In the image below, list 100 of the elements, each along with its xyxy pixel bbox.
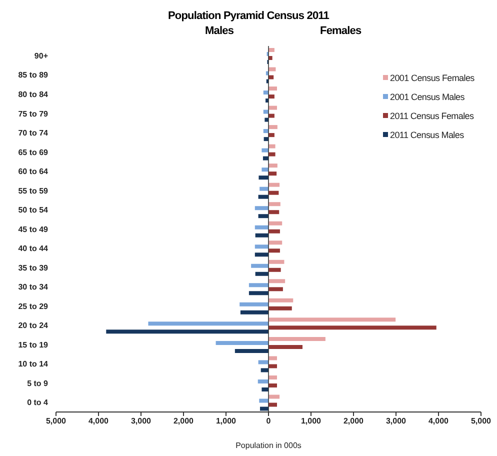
y-tick-label: 45 to 49	[18, 224, 49, 234]
bar	[268, 326, 436, 330]
bar	[268, 279, 286, 284]
bar	[268, 221, 282, 226]
bar	[268, 210, 280, 214]
y-tick-label: 25 to 29	[18, 302, 49, 311]
bar	[268, 336, 326, 341]
bar	[268, 287, 283, 292]
chart-title: Population Pyramid Census 2011	[166, 10, 330, 22]
x-tick-label: 2,000	[173, 416, 194, 426]
bar	[268, 86, 277, 91]
bar	[255, 233, 268, 238]
bar	[258, 176, 268, 180]
y-tick-label: 40 to 44	[18, 244, 49, 254]
bar	[268, 172, 277, 176]
x-tick-label: 1,000	[216, 416, 237, 426]
bar	[262, 387, 268, 392]
bar	[268, 375, 277, 380]
bar	[268, 394, 280, 399]
bar	[268, 260, 284, 264]
bar	[268, 229, 280, 234]
bar	[260, 406, 268, 411]
x-axis-title: Population in 000s	[236, 441, 302, 450]
bar	[260, 186, 268, 191]
bar	[240, 310, 268, 314]
x-tick-label: 4,000	[88, 416, 110, 426]
bar	[258, 379, 268, 384]
bar	[262, 168, 268, 172]
y-tick-label: 35 to 39	[18, 263, 49, 272]
bar	[268, 94, 274, 99]
bar	[262, 156, 268, 160]
bar	[268, 344, 302, 349]
y-tick-label: 50 to 54	[18, 206, 49, 215]
y-tick-label: 5 to 9	[27, 378, 49, 388]
x-tick-label: 4,000	[428, 416, 450, 426]
bar	[258, 214, 268, 218]
y-tick-label: 10 to 14	[18, 360, 49, 369]
bar	[262, 148, 268, 152]
bar	[268, 190, 279, 195]
bar	[254, 244, 268, 249]
bar	[268, 182, 280, 187]
bar	[268, 383, 277, 388]
bar	[268, 298, 294, 302]
text: Males	[205, 25, 234, 37]
y-tick-label: 30 to 34	[18, 282, 49, 292]
x-tick-label: 2,000	[343, 416, 364, 426]
bar	[248, 291, 268, 296]
bar	[248, 283, 268, 288]
bar	[268, 144, 276, 148]
bar	[268, 106, 277, 110]
bar	[255, 272, 268, 276]
legend-label: 2001 Census Females	[389, 72, 474, 84]
bar	[268, 356, 277, 360]
bar	[254, 206, 268, 210]
bar	[260, 368, 268, 372]
bar	[148, 322, 268, 326]
bar	[268, 114, 274, 118]
bar	[268, 48, 274, 52]
bar	[254, 225, 268, 230]
bar	[268, 268, 281, 272]
y-tick-label: 80 to 84	[18, 90, 49, 99]
bar	[268, 67, 276, 72]
bar	[216, 340, 268, 345]
bar	[258, 360, 268, 364]
bar	[251, 264, 268, 268]
bar	[268, 202, 280, 206]
x-tick-label: 1,000	[300, 416, 322, 426]
bar	[268, 248, 280, 253]
y-tick-label: 85 to 89	[18, 70, 49, 80]
bar	[259, 398, 268, 403]
text: Females	[320, 25, 362, 37]
bar	[268, 133, 274, 138]
y-tick-label: 20 to 24	[18, 321, 49, 330]
bar	[106, 330, 268, 334]
y-tick-label: 65 to 69	[18, 148, 49, 157]
x-tick-label: 3,000	[130, 416, 152, 426]
y-tick-label: 70 to 74	[18, 128, 49, 138]
bar	[254, 252, 268, 257]
y-tick-label: 75 to 79	[18, 109, 49, 118]
bar	[234, 348, 268, 353]
x-tick-label: 5,000	[470, 416, 492, 426]
legend-label: 2011 Census Males	[389, 128, 465, 142]
y-tick-label: 15 to 19	[18, 340, 49, 350]
x-tick-label: 0	[266, 416, 272, 426]
x-tick-label: 3,000	[386, 416, 407, 426]
bar	[268, 152, 276, 156]
bar	[268, 240, 282, 245]
y-tick-label: 0 to 4	[27, 398, 49, 408]
bar	[268, 364, 277, 368]
bar	[258, 194, 268, 199]
bar	[240, 302, 268, 306]
bar	[268, 125, 278, 130]
bar	[268, 164, 278, 168]
bar	[268, 402, 277, 407]
y-tick-label: 55 to 59	[18, 186, 49, 196]
y-tick-label: 90+	[34, 51, 48, 60]
legend-label: 2001 Census Males	[389, 90, 466, 104]
x-tick-label: 5,000	[46, 416, 67, 426]
y-tick-label: 60 to 64	[18, 167, 49, 176]
bar	[268, 318, 396, 322]
